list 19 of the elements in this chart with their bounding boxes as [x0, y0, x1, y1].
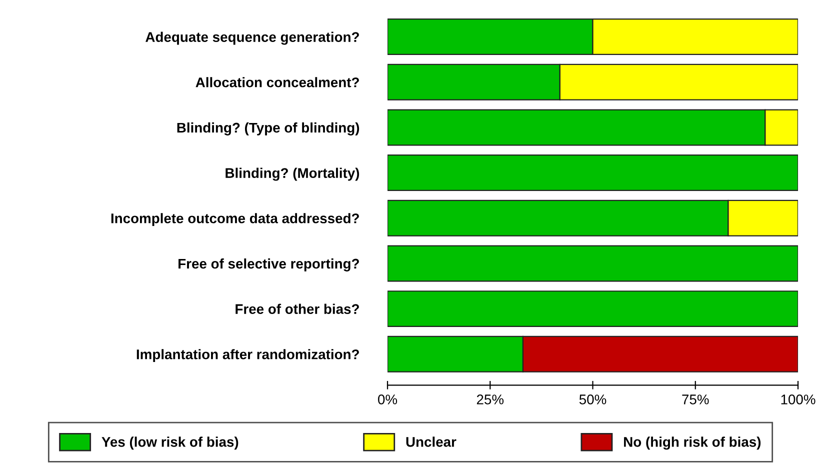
legend-label: Unclear — [406, 436, 456, 447]
legend-label: No (high risk of bias) — [624, 436, 761, 450]
x-tick-label: 50% — [579, 394, 606, 404]
y-tick-label: Implantation after randomization? — [136, 349, 359, 362]
bar — [388, 290, 798, 328]
y-tick-label: Incomplete outcome data addressed? — [111, 213, 359, 226]
y-tick-label: Free of other bias? — [236, 304, 359, 314]
x-tick-label: 100% — [781, 394, 816, 404]
y-tick-label: Adequate sequence generation? — [146, 32, 359, 45]
legend-label: Yes (low risk of bias) — [102, 436, 238, 450]
y-tick-label: Allocation concealment? — [196, 77, 359, 88]
y-tick-label: Blinding? (Mortality) — [226, 168, 360, 181]
x-tick-label: 0% — [378, 394, 398, 404]
bar — [388, 245, 798, 282]
x-tick-label: 75% — [682, 394, 709, 404]
bar — [388, 154, 798, 192]
x-tick-label: 25% — [476, 394, 504, 404]
y-tick-label: Blinding? (Type of blinding) — [177, 122, 360, 136]
y-tick-label: Free of selective reporting? — [178, 258, 359, 272]
